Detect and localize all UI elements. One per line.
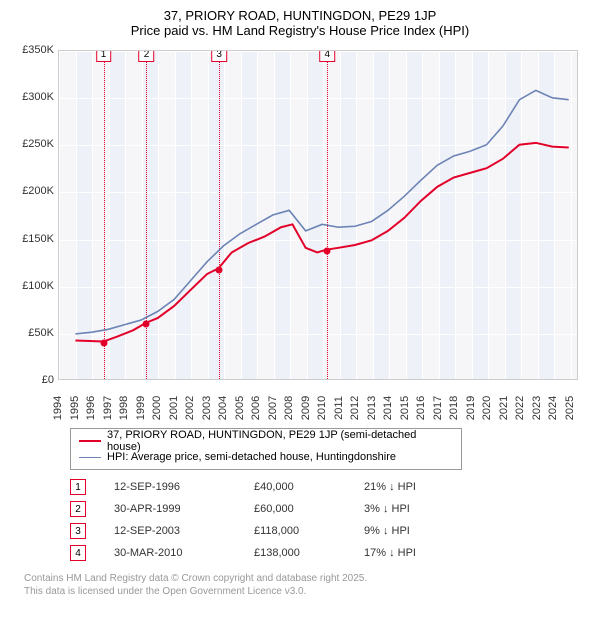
legend-item: 37, PRIORY ROAD, HUNTINGDON, PE29 1JP (s… [79, 433, 453, 449]
table-row: 1 12-SEP-1996£40,00021% ↓ HPI [70, 476, 588, 498]
legend-label: 37, PRIORY ROAD, HUNTINGDON, PE29 1JP (s… [107, 429, 453, 453]
y-tick-label: £350K [12, 44, 54, 56]
x-tick-label: 1994 [52, 396, 64, 420]
sale-number: 3 [70, 523, 86, 539]
legend-swatch [79, 440, 101, 442]
x-tick-label: 2005 [234, 396, 246, 420]
footnote-line-2: This data is licensed under the Open Gov… [24, 585, 588, 598]
x-tick-label: 1998 [118, 396, 130, 420]
x-tick-label: 2014 [382, 396, 394, 420]
y-tick-label: £200K [12, 185, 54, 197]
x-tick-label: 2010 [316, 396, 328, 420]
sale-point-marker [324, 247, 331, 254]
sale-point-marker [100, 340, 107, 347]
sale-price: £40,000 [254, 481, 364, 493]
y-tick-label: £300K [12, 91, 54, 103]
x-tick-label: 2016 [415, 396, 427, 420]
y-tick-label: £250K [12, 138, 54, 150]
table-row: 2 30-APR-1999£60,0003% ↓ HPI [70, 498, 588, 520]
series-price_paid [75, 143, 568, 342]
x-tick-label: 2020 [481, 396, 493, 420]
series-hpi [75, 90, 568, 334]
x-tick-label: 2003 [201, 396, 213, 420]
table-row: 4 30-MAR-2010£138,00017% ↓ HPI [70, 542, 588, 564]
sale-pct: 9% ↓ HPI [364, 525, 474, 537]
x-tick-label: 1995 [69, 396, 81, 420]
x-tick-label: 2008 [283, 396, 295, 420]
plot-area: 1 2 3 4 [58, 50, 578, 380]
sale-date: 12-SEP-2003 [114, 525, 254, 537]
sale-point-marker [216, 266, 223, 273]
footnote-line-1: Contains HM Land Registry data © Crown c… [24, 572, 588, 585]
x-tick-label: 2019 [465, 396, 477, 420]
sale-marker-label: 1 [96, 50, 112, 62]
y-tick-label: £100K [12, 280, 54, 292]
chart-lines [59, 51, 577, 379]
legend: 37, PRIORY ROAD, HUNTINGDON, PE29 1JP (s… [70, 428, 462, 470]
sale-date: 12-SEP-1996 [114, 481, 254, 493]
x-tick-label: 2006 [250, 396, 262, 420]
sale-pct: 21% ↓ HPI [364, 481, 474, 493]
x-tick-label: 2021 [498, 396, 510, 420]
sale-price: £138,000 [254, 547, 364, 559]
sale-pct: 17% ↓ HPI [364, 547, 474, 559]
x-tick-label: 2001 [168, 396, 180, 420]
chart: £0 £50K £100K £150K £200K £250K £300K £350K 1 2 3… [12, 44, 588, 424]
sales-table: 1 12-SEP-1996£40,00021% ↓ HPI 2 30-APR-1999… [70, 476, 588, 564]
sale-pct: 3% ↓ HPI [364, 503, 474, 515]
x-tick-label: 2011 [333, 396, 345, 420]
x-tick-label: 1997 [102, 396, 114, 420]
y-tick-label: £0 [12, 374, 54, 386]
x-tick-label: 1999 [135, 396, 147, 420]
x-tick-label: 2017 [432, 396, 444, 420]
page-title: 37, PRIORY ROAD, HUNTINGDON, PE29 1JP [12, 8, 588, 23]
y-tick-label: £150K [12, 233, 54, 245]
sale-date: 30-MAR-2010 [114, 547, 254, 559]
x-tick-label: 2002 [184, 396, 196, 420]
sale-marker-label: 4 [319, 50, 335, 62]
sale-price: £60,000 [254, 503, 364, 515]
x-tick-label: 2015 [399, 396, 411, 420]
sale-number: 4 [70, 545, 86, 561]
x-tick-label: 2000 [151, 396, 163, 420]
x-tick-label: 2009 [300, 396, 312, 420]
sale-price: £118,000 [254, 525, 364, 537]
x-tick-label: 2004 [217, 396, 229, 420]
x-tick-label: 2012 [349, 396, 361, 420]
legend-swatch [79, 457, 101, 458]
sale-marker-label: 3 [211, 50, 227, 62]
table-row: 3 12-SEP-2003£118,0009% ↓ HPI [70, 520, 588, 542]
sale-number: 2 [70, 501, 86, 517]
sale-marker-label: 2 [139, 50, 155, 62]
sale-date: 30-APR-1999 [114, 503, 254, 515]
x-tick-label: 2023 [531, 396, 543, 420]
footnote: Contains HM Land Registry data © Crown c… [24, 572, 588, 598]
y-tick-label: £50K [12, 327, 54, 339]
x-tick-label: 2024 [547, 396, 559, 420]
sale-number: 1 [70, 479, 86, 495]
x-tick-label: 2007 [267, 396, 279, 420]
x-tick-label: 2025 [564, 396, 576, 420]
page-subtitle: Price paid vs. HM Land Registry's House … [12, 23, 588, 38]
x-tick-label: 2013 [366, 396, 378, 420]
sale-point-marker [143, 321, 150, 328]
x-tick-label: 2022 [514, 396, 526, 420]
x-tick-label: 2018 [448, 396, 460, 420]
legend-label: HPI: Average price, semi-detached house,… [107, 451, 396, 463]
x-tick-label: 1996 [85, 396, 97, 420]
